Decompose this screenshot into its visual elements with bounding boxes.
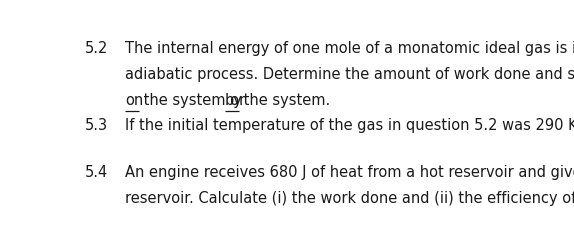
Text: by: by xyxy=(225,93,243,108)
Text: the system or: the system or xyxy=(139,93,250,108)
Text: An engine receives 680 J of heat from a hot reservoir and gives off 420 J of hea: An engine receives 680 J of heat from a … xyxy=(125,165,574,180)
Text: 5.3: 5.3 xyxy=(85,118,108,133)
Text: If the initial temperature of the gas in question 5.2 was 290 K, find the final : If the initial temperature of the gas in… xyxy=(125,118,574,133)
Text: the system.: the system. xyxy=(239,93,330,108)
Text: on: on xyxy=(125,93,144,108)
Text: 5.2: 5.2 xyxy=(85,41,108,56)
Text: reservoir. Calculate (i) the work done and (ii) the efficiency of the engine.: reservoir. Calculate (i) the work done a… xyxy=(125,191,574,206)
Text: The internal energy of one mole of a monatomic ideal gas is increased by 670 J i: The internal energy of one mole of a mon… xyxy=(125,41,574,56)
Text: adiabatic process. Determine the amount of work done and state whether work is d: adiabatic process. Determine the amount … xyxy=(125,67,574,82)
Text: 5.4: 5.4 xyxy=(85,165,108,180)
